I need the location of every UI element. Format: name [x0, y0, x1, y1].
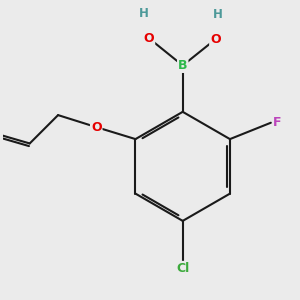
Text: H: H [139, 7, 148, 20]
Text: Cl: Cl [176, 262, 189, 275]
Text: O: O [91, 121, 101, 134]
Text: B: B [178, 59, 188, 72]
Text: F: F [273, 116, 282, 129]
Text: O: O [210, 33, 221, 46]
Text: O: O [144, 32, 154, 45]
Text: H: H [213, 8, 223, 21]
